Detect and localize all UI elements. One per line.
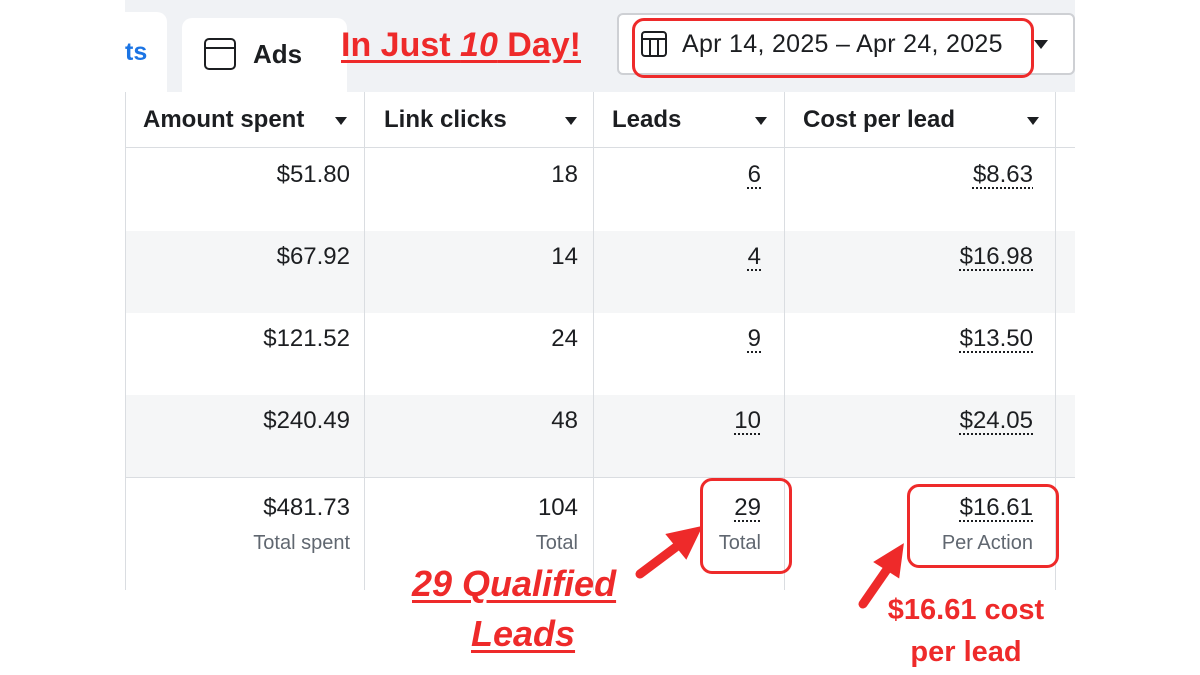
chevron-down-icon[interactable]: [1034, 40, 1048, 49]
headline-prefix: In Just: [341, 26, 461, 64]
leads-cell[interactable]: 10: [734, 407, 761, 434]
column-divider: [125, 92, 126, 590]
leads-cell[interactable]: 4: [747, 243, 761, 270]
chevron-down-icon[interactable]: [335, 117, 347, 125]
date-range-label[interactable]: Apr 14, 2025 – Apr 24, 2025: [682, 30, 1003, 58]
link-clicks-cell: 24: [551, 325, 578, 352]
column-header-cost-per-lead[interactable]: Cost per lead: [803, 106, 956, 133]
headline-suffix: Day!: [497, 26, 581, 64]
ad-preview-icon: [204, 38, 236, 70]
arrow-to-total-leads-icon: [635, 525, 703, 579]
column-divider: [593, 92, 594, 590]
link-clicks-cell: 18: [551, 161, 578, 188]
link-clicks-cell: 14: [551, 243, 578, 270]
date-range-highlight: [632, 18, 1034, 78]
headline-annotation: In Just 10 Day!: [341, 26, 581, 65]
cost-callout-line2: per lead: [910, 636, 1022, 668]
arrow-to-total-cost-icon: [858, 543, 904, 609]
tab-previous[interactable]: [125, 12, 167, 92]
cost-per-lead-cell[interactable]: $24.05: [959, 407, 1033, 434]
amount-spent-cell: $240.49: [263, 407, 350, 434]
leads-callout-line1: 29 Qualified: [412, 563, 617, 604]
total-amount-spent-label: Total spent: [253, 532, 350, 554]
amount-spent-cell: $121.52: [263, 325, 350, 352]
leads-cell[interactable]: 9: [747, 325, 761, 352]
cost-per-lead-cell[interactable]: $13.50: [959, 325, 1033, 352]
total-cost-per-lead-label: Per Action: [941, 532, 1033, 554]
column-divider: [784, 92, 785, 590]
table-row-bg: [125, 395, 1075, 477]
total-link-clicks-label: Total: [535, 532, 578, 554]
total-amount-spent: $481.73: [263, 494, 350, 521]
totals-divider: [125, 477, 1075, 478]
total-leads-highlight: [700, 478, 792, 574]
link-clicks-cell: 48: [551, 407, 578, 434]
tab-previous-label[interactable]: ts: [125, 38, 148, 66]
headline-number: 10: [460, 26, 498, 64]
column-header-leads[interactable]: Leads: [612, 106, 682, 133]
date-range-picker[interactable]: [617, 13, 1075, 75]
cost-callout-line1: $16.61 cost: [887, 594, 1045, 626]
amount-spent-cell: $67.92: [276, 243, 350, 270]
leads-callout-line2: Leads: [471, 613, 576, 654]
cost-per-lead-cell[interactable]: $8.63: [972, 161, 1033, 188]
column-divider: [1055, 92, 1056, 590]
table-row-bg: [125, 231, 1075, 313]
column-divider: [364, 92, 365, 590]
tab-ads-label: Ads: [253, 39, 303, 69]
chevron-down-icon[interactable]: [1027, 117, 1039, 125]
column-header-link-clicks[interactable]: Link clicks: [384, 106, 507, 133]
cost-per-lead-cell[interactable]: $16.98: [959, 243, 1033, 270]
amount-spent-cell: $51.80: [276, 161, 350, 188]
header-divider: [125, 147, 1075, 148]
chevron-down-icon[interactable]: [755, 117, 767, 125]
leads-cell[interactable]: 6: [747, 161, 761, 188]
tab-ads[interactable]: Ads: [182, 18, 347, 92]
calendar-icon: [641, 31, 667, 57]
chevron-down-icon[interactable]: [565, 117, 577, 125]
total-cost-per-lead[interactable]: $16.61: [959, 494, 1033, 521]
total-cost-highlight: [907, 484, 1059, 568]
total-leads-label: Total: [718, 532, 761, 554]
column-header-amount-spent[interactable]: Amount spent: [143, 106, 305, 133]
total-link-clicks: 104: [537, 494, 578, 521]
total-leads[interactable]: 29: [734, 494, 761, 521]
